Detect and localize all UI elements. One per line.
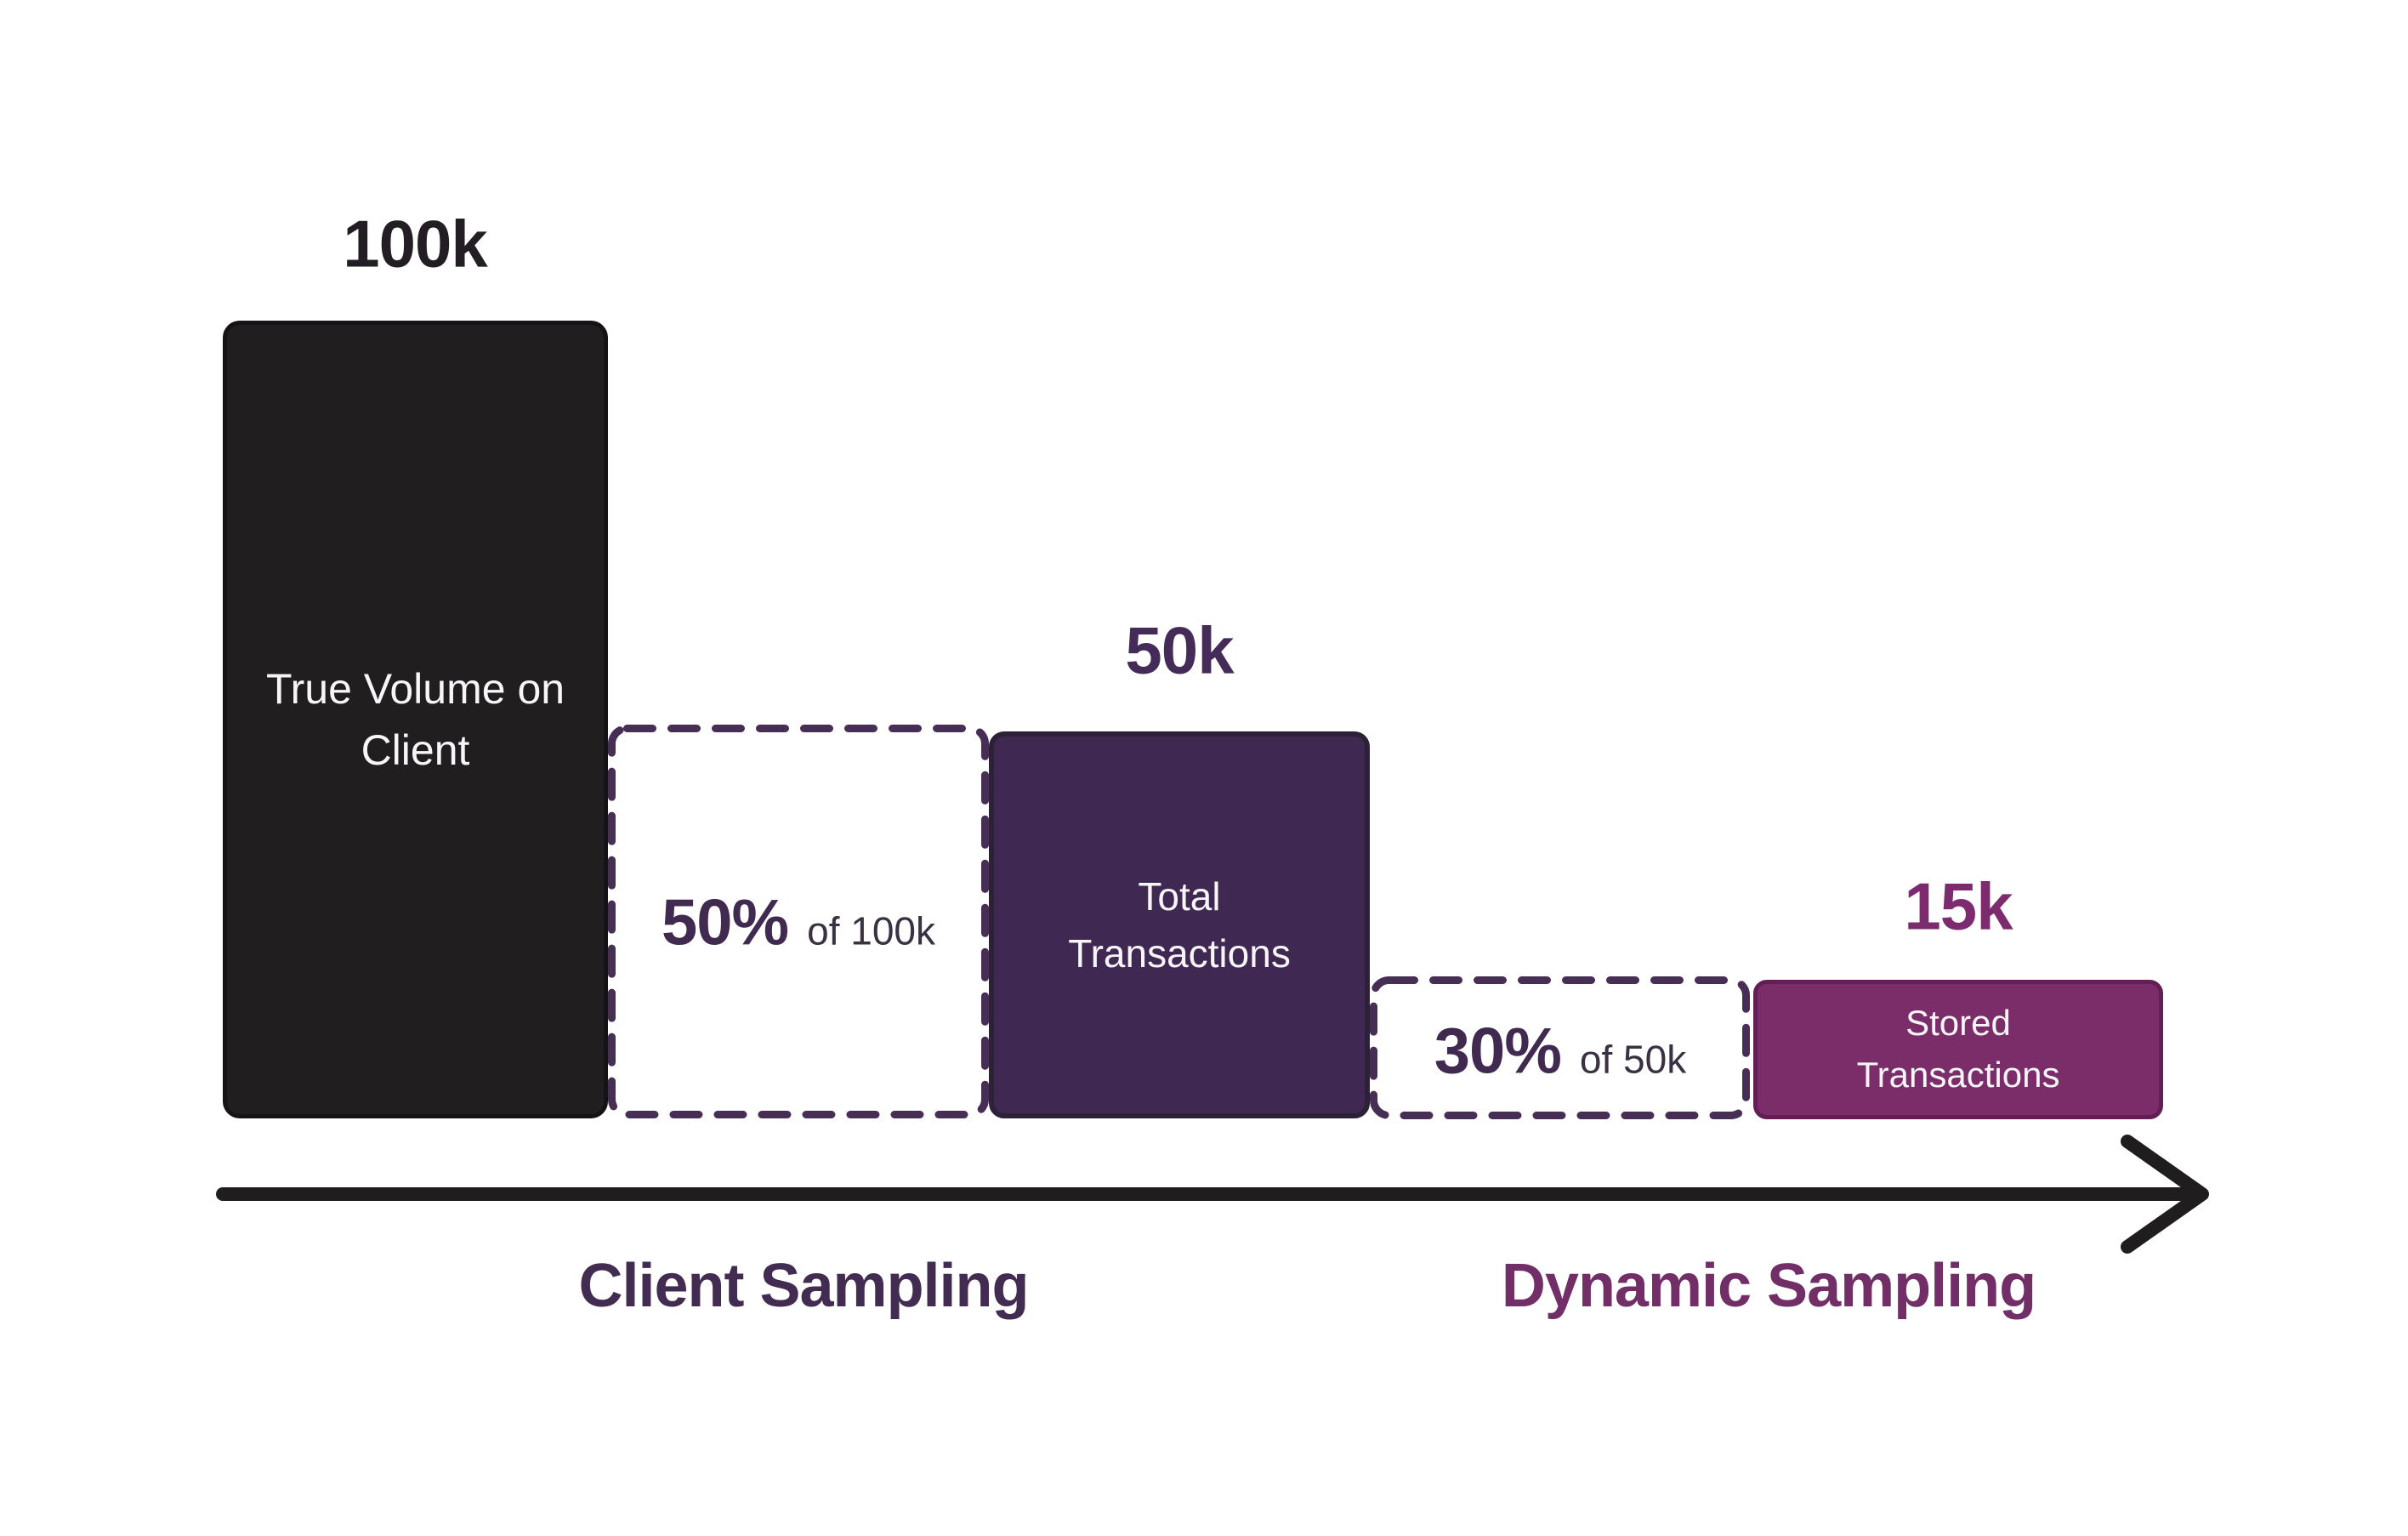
- client-sampling-rate-annotation: 50% of 100k: [662, 886, 935, 960]
- stored-transactions-bar-label-line2: Transactions: [1856, 1055, 2060, 1095]
- stored-transactions-bar-label-line1: Stored: [1905, 1003, 2011, 1044]
- timeline-arrow-head: [2121, 1135, 2209, 1254]
- client-sampling-rate-basis: of 100k: [807, 908, 936, 953]
- true-volume-bar-label-line1: True Volume on: [265, 664, 565, 713]
- true-volume-bar: True Volume on Client: [223, 321, 608, 1118]
- dynamic-sampling-rate-percent: 30%: [1434, 1015, 1562, 1088]
- true-volume-value-label: 100k: [343, 206, 488, 282]
- total-transactions-value-label: 50k: [1125, 612, 1234, 688]
- stored-transactions-bar: Stored Transactions: [1753, 980, 2163, 1119]
- dynamic-sampling-rate-basis: of 50k: [1579, 1037, 1687, 1082]
- dynamic-sampling-axis-label: Dynamic Sampling: [1501, 1252, 2036, 1320]
- dynamic-sampling-rate-annotation: 30% of 50k: [1434, 1015, 1686, 1089]
- total-transactions-bar: Total Transactions: [989, 731, 1370, 1118]
- true-volume-bar-label-line2: Client: [361, 726, 470, 774]
- total-transactions-bar-label-line2: Transactions: [1068, 930, 1291, 976]
- client-sampling-rate-percent: 50%: [661, 886, 789, 959]
- stored-transactions-value-label: 15k: [1904, 868, 2013, 944]
- client-sampling-axis-label: Client Sampling: [578, 1252, 1029, 1320]
- total-transactions-bar-label-line1: Total: [1138, 873, 1221, 919]
